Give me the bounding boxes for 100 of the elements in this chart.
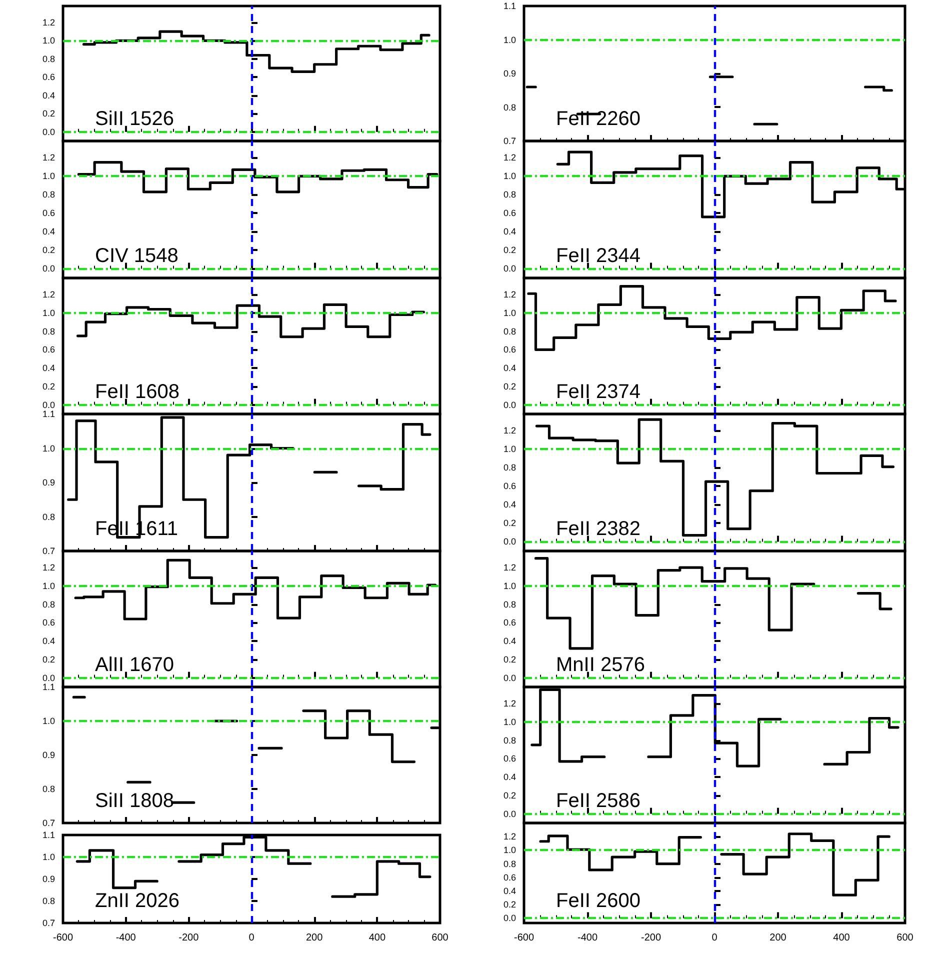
y-tick-label: 0.8 — [42, 784, 55, 794]
y-tick-label: 1.2 — [42, 290, 55, 300]
y-tick-label: 0.8 — [503, 858, 516, 869]
text: FeII 1608 — [95, 381, 180, 403]
y-tick-label: 0.8 — [503, 599, 516, 610]
y-tick-label: 1.2 — [42, 17, 55, 28]
text: MnII 2576 — [556, 654, 645, 676]
text: FeII 2344 — [556, 245, 641, 267]
y-tick-label: 0.2 — [42, 245, 55, 256]
y-tick-label: 1.2 — [42, 562, 55, 573]
y-tick-label: 0.6 — [42, 618, 55, 628]
y-tick-label: 0.8 — [503, 326, 516, 336]
y-tick-label: 0.0 — [42, 672, 55, 683]
y-tick-label: 0.6 — [503, 208, 516, 218]
y-tick-label: 0.4 — [503, 636, 516, 646]
y-tick-label: 0.7 — [42, 818, 55, 828]
y-tick-label: 1.2 — [503, 152, 516, 163]
y-tick-label: 1.0 — [503, 845, 516, 856]
y-tick-label: 0.6 — [503, 754, 516, 764]
y-tick-label: 1.2 — [503, 562, 516, 573]
y-tick-label: 0.6 — [42, 72, 55, 82]
text: ZnII 2026 — [95, 890, 180, 912]
x-tick-label: -600 — [514, 932, 534, 944]
y-tick-label: 0.6 — [42, 208, 55, 218]
y-tick-label: 0.4 — [503, 363, 516, 374]
y-tick-label: 1.2 — [503, 426, 516, 436]
y-tick-label: 1.0 — [503, 716, 516, 727]
y-tick-label: 0.2 — [503, 381, 516, 392]
x-tick-label: 0 — [712, 932, 718, 944]
text: FeII 2382 — [556, 518, 641, 540]
y-tick-label: 1.2 — [503, 832, 516, 842]
x-tick-label: 400 — [833, 932, 850, 944]
y-tick-label: 1.0 — [42, 716, 55, 726]
y-tick-label: 1.0 — [503, 34, 516, 45]
text: FeII 2586 — [556, 790, 641, 812]
y-tick-label: 1.0 — [42, 171, 55, 182]
x-tick-label: -400 — [116, 932, 136, 944]
text: CIV 1548 — [95, 245, 178, 267]
x-tick-label: 600 — [432, 932, 449, 944]
y-tick-label: 0.6 — [503, 872, 516, 882]
y-tick-label: 0.8 — [503, 462, 516, 473]
y-tick-label: 0.0 — [503, 808, 516, 819]
y-tick-label: 0.6 — [503, 618, 516, 628]
y-tick-label: 1.2 — [503, 698, 516, 709]
y-tick-label: 1.1 — [42, 830, 55, 840]
y-tick-label: 0.7 — [42, 918, 55, 928]
y-tick-label: 0.7 — [503, 136, 516, 146]
y-tick-label: 0.4 — [503, 226, 516, 237]
y-tick-label: 1.0 — [42, 852, 55, 862]
y-tick-label: 0.6 — [42, 344, 55, 355]
x-tick-label: 600 — [896, 932, 914, 944]
text: FeII 2600 — [556, 890, 641, 912]
y-tick-label: 1.2 — [42, 152, 55, 163]
y-tick-label: 0.8 — [503, 190, 516, 200]
y-tick-label: 1.1 — [42, 682, 55, 692]
y-tick-label: 1.0 — [503, 580, 516, 591]
y-tick-label: 0.6 — [503, 344, 516, 355]
y-tick-label: 0.4 — [42, 226, 55, 237]
y-tick-label: 0.2 — [503, 654, 516, 664]
y-tick-label: 0.0 — [42, 126, 55, 137]
x-tick-label: 400 — [368, 932, 386, 944]
y-tick-label: 0.9 — [42, 874, 55, 884]
text: AlII 1670 — [95, 654, 174, 676]
x-tick-label: 200 — [306, 932, 324, 944]
y-tick-label: 0.6 — [503, 481, 516, 492]
y-tick-label: 1.0 — [42, 443, 55, 454]
y-tick-label: 0.4 — [503, 500, 516, 510]
y-tick-label: 0.4 — [42, 636, 55, 646]
y-tick-label: 0.0 — [503, 536, 516, 547]
y-tick-label: 0.0 — [503, 400, 516, 410]
text: SiII 1808 — [95, 790, 174, 812]
y-tick-label: 0.4 — [503, 772, 516, 782]
y-tick-label: 0.0 — [503, 264, 516, 274]
y-tick-label: 1.1 — [42, 409, 55, 419]
y-tick-label: 1.0 — [42, 308, 55, 318]
y-tick-label: 1.0 — [503, 308, 516, 318]
y-tick-label: 0.8 — [42, 512, 55, 522]
y-tick-label: 0.2 — [42, 381, 55, 392]
y-tick-label: 1.0 — [42, 36, 55, 46]
y-tick-label: 0.8 — [42, 896, 55, 906]
y-tick-label: 0.9 — [42, 750, 55, 760]
y-tick-label: 0.4 — [503, 886, 516, 896]
x-tick-label: -200 — [178, 932, 200, 944]
y-tick-label: 0.0 — [42, 400, 55, 410]
y-tick-label: 0.2 — [42, 654, 55, 664]
x-tick-label: -600 — [52, 932, 74, 944]
y-tick-label: 0.8 — [503, 735, 516, 746]
y-tick-label: 0.9 — [42, 478, 55, 488]
y-tick-label: 0.8 — [42, 190, 55, 200]
y-tick-label: 0.8 — [42, 326, 55, 336]
y-tick-label: 0.8 — [503, 102, 516, 112]
y-tick-label: 0.8 — [42, 599, 55, 610]
y-tick-label: 0.8 — [42, 54, 55, 64]
y-tick-label: 0.0 — [503, 913, 516, 924]
y-tick-label: 1.0 — [503, 444, 516, 454]
x-tick-label: 0 — [248, 932, 255, 944]
y-tick-label: 0.0 — [42, 264, 55, 274]
y-tick-label: 0.2 — [503, 900, 516, 910]
y-tick-label: 0.2 — [503, 518, 516, 528]
y-tick-label: 0.2 — [503, 790, 516, 800]
